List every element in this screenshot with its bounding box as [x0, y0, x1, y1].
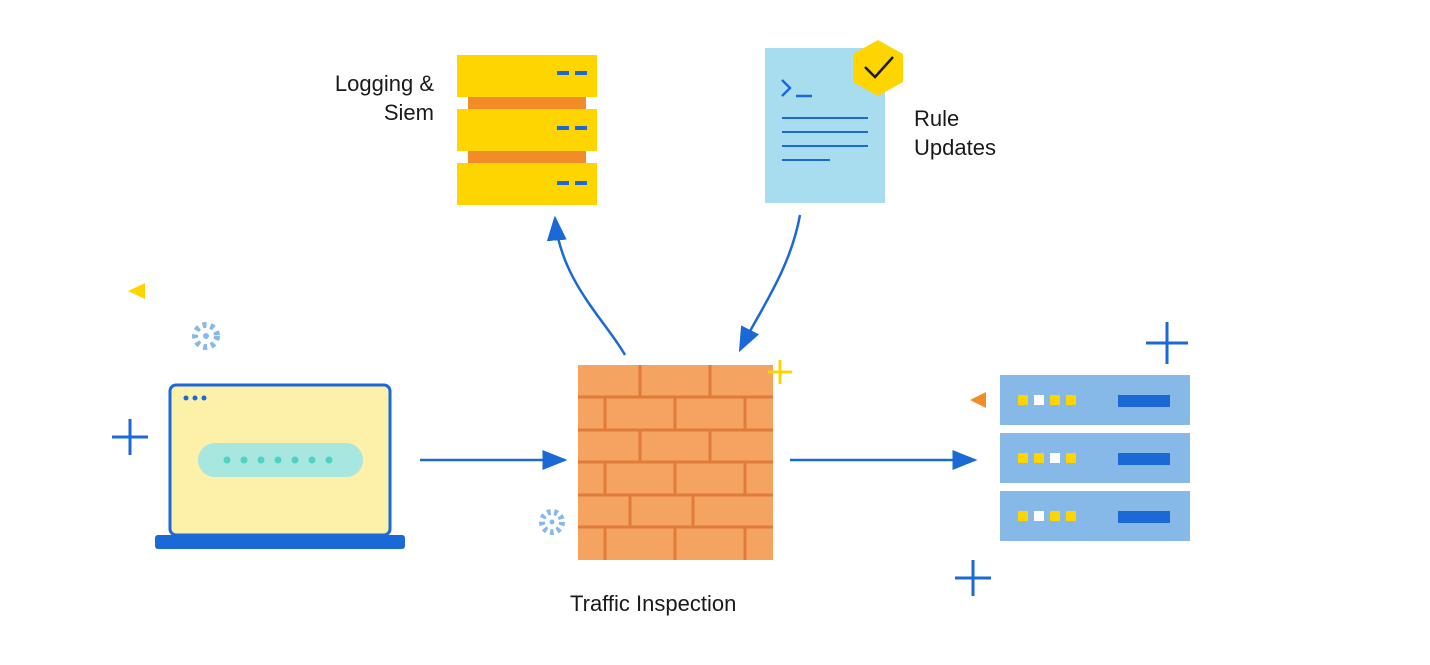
rule-doc-icon: [765, 40, 903, 203]
edge-firewall-logging: [555, 218, 625, 355]
gear-decoration: [542, 512, 562, 532]
server-icon: [1000, 375, 1190, 541]
plus-decoration: [768, 360, 792, 384]
label-rule-updates: RuleUpdates: [914, 105, 996, 162]
logging-server-icon: [457, 55, 597, 205]
label-traffic-inspection: Traffic Inspection: [570, 590, 736, 619]
laptop-icon: [155, 385, 405, 549]
triangle-decoration: [970, 392, 986, 408]
plus-decoration: [1146, 322, 1188, 364]
plus-decoration: [955, 560, 991, 596]
label-logging-siem: Logging &Siem: [284, 70, 434, 127]
triangle-decoration: [128, 283, 145, 299]
firewall-icon: [578, 365, 773, 560]
edge-ruledoc-firewall: [740, 215, 800, 350]
gear-decoration: [195, 325, 217, 347]
diagram-canvas: [0, 0, 1430, 665]
plus-decoration: [112, 419, 148, 455]
